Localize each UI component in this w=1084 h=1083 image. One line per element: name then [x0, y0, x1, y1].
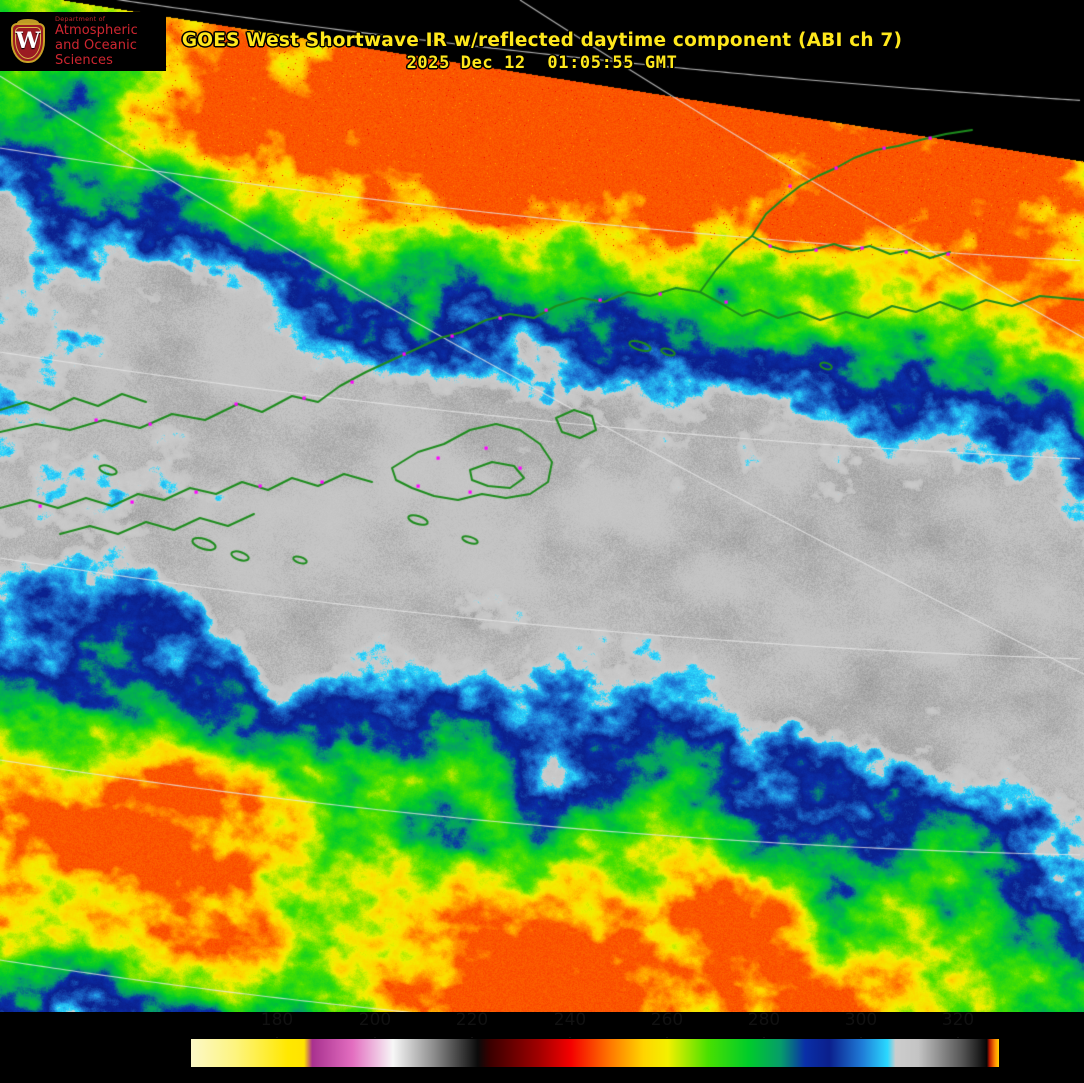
- crest-shield: [11, 22, 45, 63]
- logo-name-line-1: Atmospheric: [55, 23, 138, 38]
- colorbar: [190, 1038, 1000, 1068]
- colorbar-tick-label: 240: [553, 1010, 587, 1030]
- uw-aos-logo: W Department of Atmospheric and Oceanic …: [0, 12, 166, 71]
- colorbar-tick-label: 220: [455, 1010, 489, 1030]
- uw-crest-icon: W: [8, 18, 48, 65]
- colorbar-tick-label: 300: [844, 1010, 878, 1030]
- satellite-image: [0, 0, 1084, 1012]
- logo-dept-line: Department of: [55, 15, 106, 23]
- logo-name-line-2: and Oceanic Sciences: [55, 38, 138, 68]
- colorbar-tick-label: 320: [941, 1010, 975, 1030]
- colorbar-tick-label: 200: [358, 1010, 392, 1030]
- satellite-raster-canvas: [0, 0, 1084, 1012]
- colorbar-gradient: [191, 1039, 999, 1067]
- colorbar-axis-layer: 180 200 220 240 260 280 300 320: [0, 1008, 1084, 1046]
- logo-text-block: Department of Atmospheric and Oceanic Sc…: [55, 15, 166, 68]
- crest-letter: W: [15, 27, 41, 54]
- colorbar-tick-label: 260: [650, 1010, 684, 1030]
- colorbar-tick-label: 180: [260, 1010, 294, 1030]
- colorbar-tick-label: 280: [747, 1010, 781, 1030]
